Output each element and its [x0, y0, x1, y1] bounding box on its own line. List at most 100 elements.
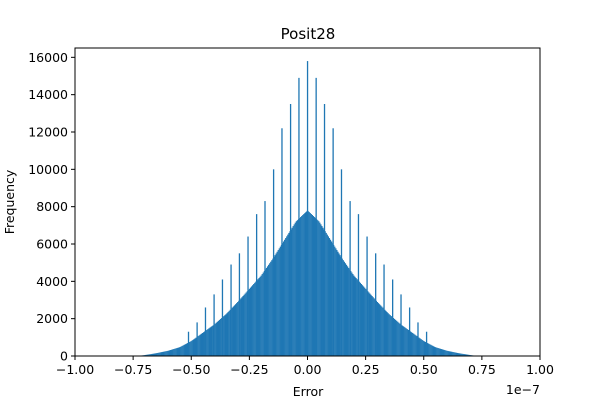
histogram-bin	[350, 270, 352, 356]
histogram-bin	[336, 250, 338, 356]
histogram-bin	[225, 314, 227, 356]
histogram-bin	[467, 354, 469, 356]
histogram-bin	[402, 326, 404, 356]
histogram-spike	[425, 331, 428, 356]
x-tick-label: 0.00	[294, 362, 322, 377]
histogram-bin	[172, 349, 174, 356]
histogram-bin	[364, 287, 366, 356]
histogram-bin	[161, 352, 163, 356]
histogram-bin	[463, 354, 465, 356]
histogram-bin	[452, 352, 454, 356]
histogram-bin	[249, 287, 252, 356]
x-tick-label: −1.00	[56, 362, 94, 377]
histogram-bin	[440, 349, 443, 356]
histogram-bin	[358, 281, 360, 356]
histogram-bin	[216, 321, 219, 356]
histogram-bin	[271, 260, 273, 356]
histogram-bin	[269, 263, 271, 356]
histogram-bin	[164, 351, 166, 356]
histogram-bin	[455, 352, 457, 356]
histogram-bin	[422, 340, 424, 356]
histogram-bin	[270, 261, 272, 356]
histogram-bin	[376, 302, 379, 356]
x-tick-label: −0.25	[230, 362, 268, 377]
histogram-bin	[313, 217, 316, 356]
histogram-bin	[302, 215, 304, 356]
histogram-bin	[386, 312, 388, 356]
histogram-bin	[268, 264, 270, 356]
histogram-bin	[293, 224, 295, 356]
histogram-bin	[176, 348, 178, 356]
axis-ticks: −1.00 −0.75 −0.50 −0.25 0.00 0.25 0.50 0.75 1.00…	[28, 50, 554, 377]
histogram-bin	[202, 332, 205, 356]
histogram-spike	[349, 201, 351, 356]
histogram-bin	[277, 250, 279, 356]
histogram-bin	[398, 322, 400, 356]
histogram-bin	[414, 334, 416, 356]
histogram-bin	[319, 222, 321, 356]
histogram-bin	[457, 353, 460, 356]
histogram-bin	[409, 331, 412, 356]
histogram-bin	[242, 296, 244, 356]
histogram-bin	[284, 239, 286, 356]
histogram-bin	[189, 341, 191, 356]
histogram-bin	[185, 343, 188, 356]
histogram-spike	[357, 214, 360, 356]
histogram-bin	[248, 288, 251, 356]
histogram-bin	[342, 260, 344, 356]
histogram-bin	[393, 318, 396, 356]
histogram-bin	[223, 316, 225, 356]
histogram-bin	[245, 292, 247, 356]
plot-frame	[74, 47, 541, 357]
histogram-bin	[451, 351, 453, 356]
histogram-bin	[159, 352, 161, 356]
histogram-bin	[276, 251, 278, 356]
histogram-bin	[309, 212, 311, 356]
histogram-bin	[145, 354, 147, 356]
histogram-bin	[420, 339, 422, 356]
histogram-bin	[240, 298, 242, 356]
histogram-bin	[436, 347, 438, 356]
histogram-bin	[403, 326, 405, 356]
histogram-bin	[439, 348, 441, 356]
histogram-bin	[237, 302, 239, 356]
histogram-spike	[340, 169, 343, 356]
histogram-bin	[146, 354, 148, 356]
histogram-bin	[232, 306, 235, 356]
histogram-bin	[418, 337, 420, 356]
histogram-bin	[337, 251, 339, 356]
histogram-bin	[286, 236, 288, 356]
histogram-bin	[456, 352, 459, 356]
histogram-bin	[183, 344, 185, 356]
histogram-bin	[454, 352, 456, 356]
histogram-bin	[339, 255, 341, 356]
histogram-bin	[382, 307, 384, 356]
histogram-bin	[305, 211, 307, 356]
histogram-bin	[243, 294, 245, 356]
histogram-bin	[173, 349, 175, 356]
histogram-bin	[236, 303, 238, 356]
histogram-bin	[163, 351, 165, 356]
histogram-bin	[238, 300, 240, 356]
histogram-bin	[462, 353, 464, 356]
histogram-spike	[289, 104, 292, 356]
histogram-bin	[198, 335, 200, 356]
histogram-bin	[166, 350, 168, 356]
histogram-bin	[371, 296, 373, 356]
histogram-bin	[214, 323, 216, 356]
histogram-bin	[291, 227, 293, 356]
histogram-bin	[200, 333, 203, 356]
x-axis-label: Error	[293, 384, 324, 399]
histogram-bin	[234, 304, 237, 356]
x-tick-label: −0.75	[114, 362, 152, 377]
histogram-spike	[247, 236, 249, 356]
histogram-bin	[151, 353, 153, 356]
histogram-bin	[182, 345, 184, 356]
histogram-bin	[260, 275, 262, 356]
histogram-spike	[238, 253, 241, 356]
histogram-bin	[396, 320, 398, 356]
histogram-bin	[468, 354, 470, 356]
histogram-bin	[209, 327, 211, 356]
histogram-bin	[406, 329, 408, 356]
histogram-spike	[366, 236, 368, 356]
